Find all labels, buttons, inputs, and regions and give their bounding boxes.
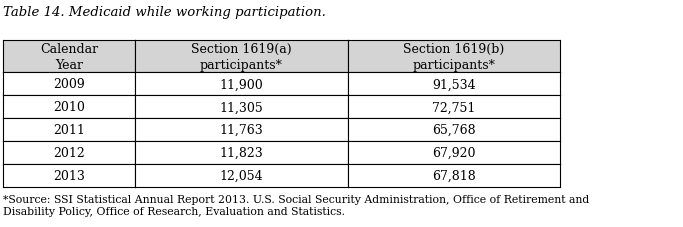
Text: Section 1619(a)
participants*: Section 1619(a) participants* bbox=[191, 42, 292, 72]
Text: Section 1619(b)
participants*: Section 1619(b) participants* bbox=[403, 42, 505, 72]
Text: 67,920: 67,920 bbox=[432, 147, 475, 160]
Text: Calendar
Year: Calendar Year bbox=[40, 42, 98, 72]
Text: Table 14. Medicaid while working participation.: Table 14. Medicaid while working partici… bbox=[3, 6, 326, 19]
Text: 2010: 2010 bbox=[53, 101, 85, 114]
Text: 67,818: 67,818 bbox=[432, 169, 475, 182]
Text: 11,763: 11,763 bbox=[219, 124, 263, 137]
Text: 2011: 2011 bbox=[53, 124, 85, 137]
Text: 72,751: 72,751 bbox=[432, 101, 475, 114]
Text: 11,900: 11,900 bbox=[219, 78, 263, 91]
Text: 91,534: 91,534 bbox=[432, 78, 475, 91]
Text: 2013: 2013 bbox=[53, 169, 85, 182]
Text: *Source: SSI Statistical Annual Report 2013. U.S. Social Security Administration: *Source: SSI Statistical Annual Report 2… bbox=[3, 194, 589, 216]
Text: 11,305: 11,305 bbox=[219, 101, 263, 114]
Text: 65,768: 65,768 bbox=[432, 124, 475, 137]
Text: 2012: 2012 bbox=[53, 147, 85, 160]
Text: 12,054: 12,054 bbox=[219, 169, 263, 182]
Text: 2009: 2009 bbox=[53, 78, 85, 91]
Text: 11,823: 11,823 bbox=[219, 147, 263, 160]
